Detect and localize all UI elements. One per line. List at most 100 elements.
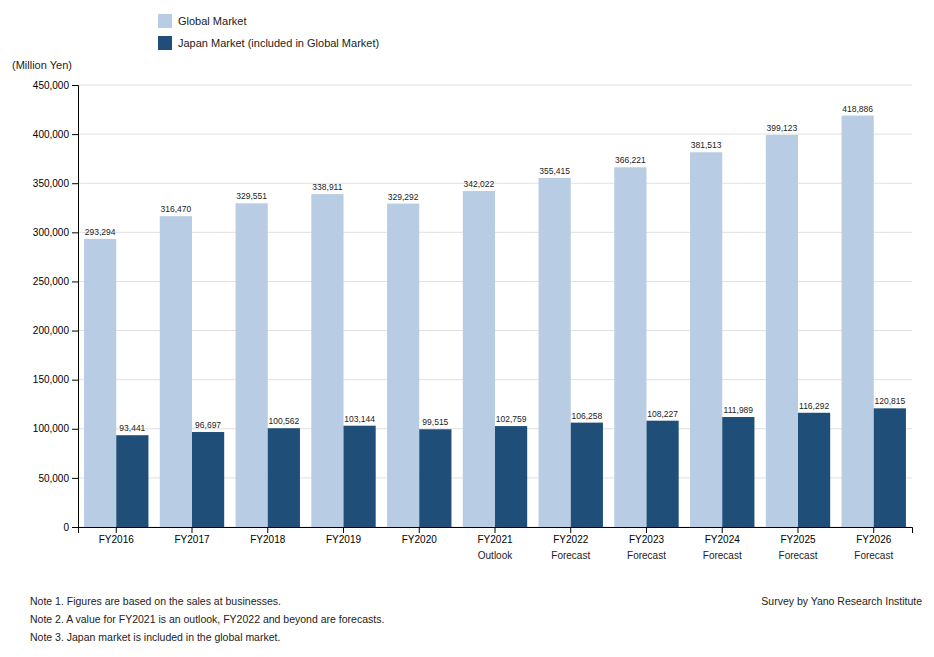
legend-item: Global Market	[158, 14, 246, 28]
bar	[722, 417, 754, 527]
x-sublabel: Forecast	[703, 550, 742, 561]
y-tick-mark	[72, 380, 78, 381]
bar	[84, 239, 116, 527]
y-tick-label: 50,000	[38, 473, 69, 484]
bar	[192, 432, 224, 527]
x-tick-mark	[343, 527, 344, 533]
data-label: 102,759	[496, 414, 527, 424]
y-tick: 200,000	[33, 325, 78, 336]
x-tick-label: FY2021	[477, 534, 512, 545]
data-label: 93,441	[119, 423, 145, 433]
y-tick: 400,000	[33, 129, 78, 140]
x-tick: FY2018	[250, 527, 285, 545]
legend-swatch	[158, 36, 172, 50]
y-tick-label: 0	[63, 522, 69, 533]
legend-item: Japan Market (included in Global Market)	[158, 36, 379, 50]
grid-line	[78, 134, 912, 135]
data-label: 116,292	[799, 401, 829, 411]
y-tick-mark	[72, 134, 78, 135]
bar	[387, 204, 419, 527]
bars	[84, 116, 906, 527]
data-label: 103,144	[344, 414, 375, 424]
x-sublabel: Forecast	[854, 550, 893, 561]
x-sublabel: Outlook	[478, 550, 513, 561]
x-tick-label: FY2023	[629, 534, 664, 545]
x-tick-mark	[192, 527, 193, 533]
x-tick-mark	[797, 527, 798, 533]
bar	[311, 194, 343, 527]
y-tick-label: 200,000	[33, 325, 70, 336]
y-tick-mark	[72, 527, 78, 528]
bar	[690, 152, 722, 527]
y-tick-mark	[72, 331, 78, 332]
legend: Global Market Japan Market (included in G…	[158, 14, 379, 50]
data-label: 381,513	[691, 140, 722, 150]
chart: 293,294316,470329,551338,911329,292342,0…	[0, 0, 934, 657]
y-tick-label: 100,000	[33, 423, 70, 434]
x-sublabel: Forecast	[551, 550, 590, 561]
y-tick: 100,000	[33, 423, 78, 434]
bar	[539, 178, 571, 527]
grid	[78, 85, 912, 527]
note: Note 3. Japan market is included in the …	[30, 631, 280, 643]
y-tick: 250,000	[33, 276, 78, 287]
data-labels: 293,294316,470329,551338,911329,292342,0…	[85, 104, 906, 434]
x-tick-mark	[419, 527, 420, 533]
y-tick-label: 300,000	[33, 227, 70, 238]
note: Note 1. Figures are based on the sales a…	[30, 595, 281, 607]
y-axis-title: (Million Yen)	[12, 59, 72, 71]
y-tick: 300,000	[33, 227, 78, 238]
data-label: 108,227	[647, 409, 678, 419]
notes: Note 1. Figures are based on the sales a…	[30, 595, 384, 643]
x-axis: FY2016FY2017FY2018FY2019FY2020FY2021FY20…	[79, 527, 913, 545]
x-tick-mark	[116, 527, 117, 533]
x-tick-mark	[570, 527, 571, 533]
grid-line	[78, 85, 912, 86]
y-axis-line	[72, 86, 79, 528]
bar	[160, 216, 192, 527]
data-label: 111,989	[724, 405, 754, 415]
data-label: 338,911	[312, 182, 342, 192]
y-tick-mark	[72, 183, 78, 184]
bar	[419, 429, 451, 527]
bar	[646, 421, 678, 527]
bar	[874, 408, 906, 527]
y-tick-mark	[72, 478, 78, 479]
bar	[495, 426, 527, 527]
legend-label: Japan Market (included in Global Market)	[178, 37, 379, 49]
x-tick: FY2016	[99, 527, 134, 545]
y-tick: 450,000	[33, 80, 78, 91]
y-tick-label: 400,000	[33, 129, 70, 140]
y-tick-mark	[72, 281, 78, 282]
x-tick-label: FY2020	[402, 534, 437, 545]
data-label: 100,562	[268, 416, 299, 426]
bar	[842, 116, 874, 527]
data-label: 106,258	[571, 411, 602, 421]
source: Survey by Yano Research Institute	[761, 595, 922, 607]
note: Note 2. A value for FY2021 is an outlook…	[30, 613, 384, 625]
x-tick-mark	[646, 527, 647, 533]
y-tick-mark	[72, 232, 78, 233]
bar-series	[84, 116, 874, 527]
y-tick-mark	[72, 85, 78, 86]
bar	[571, 423, 603, 527]
bar	[798, 413, 830, 527]
legend-swatch	[158, 14, 172, 28]
y-tick-mark	[72, 429, 78, 430]
y-tick: 150,000	[33, 374, 78, 385]
data-label: 120,815	[874, 396, 905, 406]
data-label: 99,515	[422, 417, 448, 427]
bar	[463, 191, 495, 527]
bar	[614, 167, 646, 527]
bar	[766, 135, 798, 527]
x-tick-mark	[722, 527, 723, 533]
plot: 293,294316,470329,551338,911329,292342,0…	[33, 80, 913, 561]
y-tick: 50,000	[38, 473, 78, 484]
x-tick-label: FY2024	[705, 534, 740, 545]
data-label: 329,292	[388, 192, 419, 202]
x-tick: FY2025	[780, 527, 815, 545]
x-tick: FY2024	[705, 527, 740, 545]
y-tick-label: 150,000	[33, 374, 70, 385]
x-tick: FY2017	[174, 527, 209, 545]
x-sublabel: Forecast	[779, 550, 818, 561]
